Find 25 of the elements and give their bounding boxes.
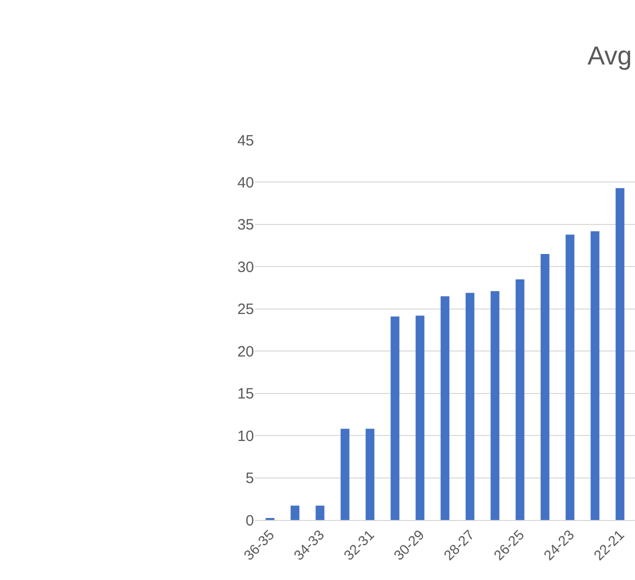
bar [390, 316, 400, 520]
y-tick-label: 10 [237, 428, 254, 445]
bar [516, 279, 524, 520]
bar [290, 506, 300, 520]
bar [566, 234, 574, 520]
chart-title: Avg [587, 40, 632, 71]
bar [440, 296, 450, 520]
bar [490, 291, 500, 520]
bar [540, 254, 550, 520]
y-tick-label: 20 [237, 343, 254, 360]
y-tick-label: 30 [237, 258, 254, 276]
bar [316, 506, 324, 520]
bar [466, 292, 474, 520]
bar [590, 231, 600, 520]
y-tick-label: 5 [246, 470, 254, 488]
bar [340, 428, 350, 520]
y-tick-label: 15 [237, 386, 254, 403]
y-tick-label: 25 [237, 301, 254, 318]
bar [616, 188, 624, 520]
y-tick-label: 35 [237, 216, 254, 234]
y-tick-label: 0 [246, 512, 254, 530]
bar [416, 316, 424, 520]
y-tick-label: 40 [237, 174, 254, 192]
y-tick-label: 45 [237, 132, 254, 150]
bar [366, 428, 374, 520]
